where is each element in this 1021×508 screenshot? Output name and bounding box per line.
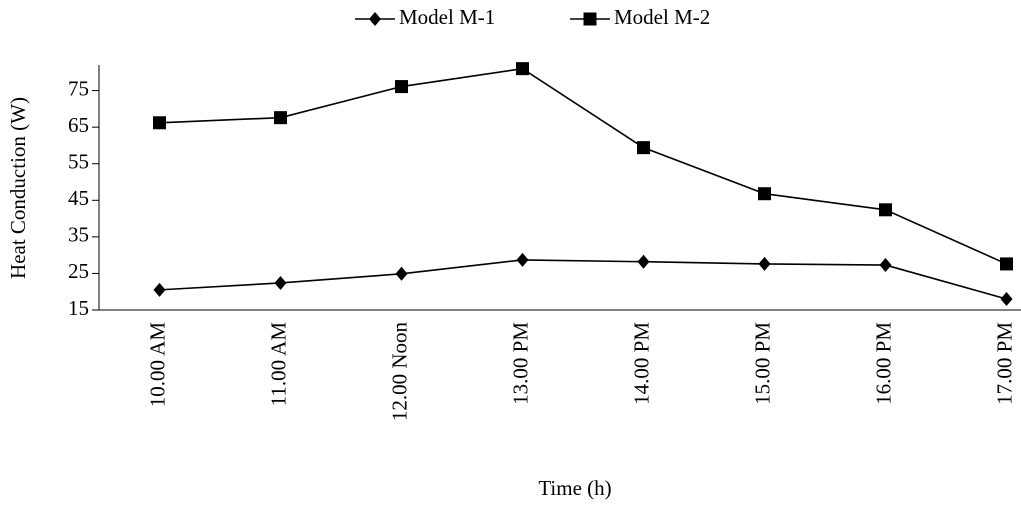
marker xyxy=(153,282,166,297)
y-tick-label: 55 xyxy=(68,150,89,174)
marker xyxy=(516,252,529,267)
marker xyxy=(1000,257,1013,271)
y-tick-label: 15 xyxy=(68,296,89,320)
marker xyxy=(274,275,287,290)
y-tick-label: 75 xyxy=(68,76,89,100)
legend-marker xyxy=(369,12,381,26)
x-tick-label: 17.00 PM xyxy=(992,322,1016,405)
x-tick-label: 15.00 PM xyxy=(750,322,774,405)
marker xyxy=(395,266,408,281)
marker xyxy=(274,111,287,125)
legend-label: Model M-1 xyxy=(399,5,495,29)
marker xyxy=(879,203,892,217)
legend-label: Model M-2 xyxy=(614,5,710,29)
y-tick-label: 35 xyxy=(68,223,89,247)
marker xyxy=(637,141,650,155)
x-tick-label: 14.00 PM xyxy=(629,322,653,405)
y-tick-label: 65 xyxy=(68,113,89,137)
legend-marker xyxy=(583,12,597,26)
marker xyxy=(758,256,771,271)
marker xyxy=(637,254,650,269)
marker xyxy=(1000,292,1013,307)
marker xyxy=(395,80,408,94)
marker xyxy=(758,187,771,201)
y-tick-label: 45 xyxy=(68,186,89,210)
x-tick-label: 11.00 AM xyxy=(266,322,290,407)
series-line xyxy=(159,67,1007,265)
marker xyxy=(516,62,529,76)
x-tick-label: 12.00 Noon xyxy=(387,322,411,422)
marker xyxy=(153,116,166,130)
y-axis-title: Heat Conduction (W) xyxy=(6,97,30,279)
x-tick-label: 10.00 AM xyxy=(145,322,169,408)
x-tick-label: 16.00 PM xyxy=(871,322,895,405)
series-line xyxy=(159,259,1007,300)
x-tick-label: 13.00 PM xyxy=(508,322,532,405)
x-axis-title: Time (h) xyxy=(538,476,611,500)
y-tick-label: 25 xyxy=(68,259,89,283)
marker xyxy=(879,258,892,273)
